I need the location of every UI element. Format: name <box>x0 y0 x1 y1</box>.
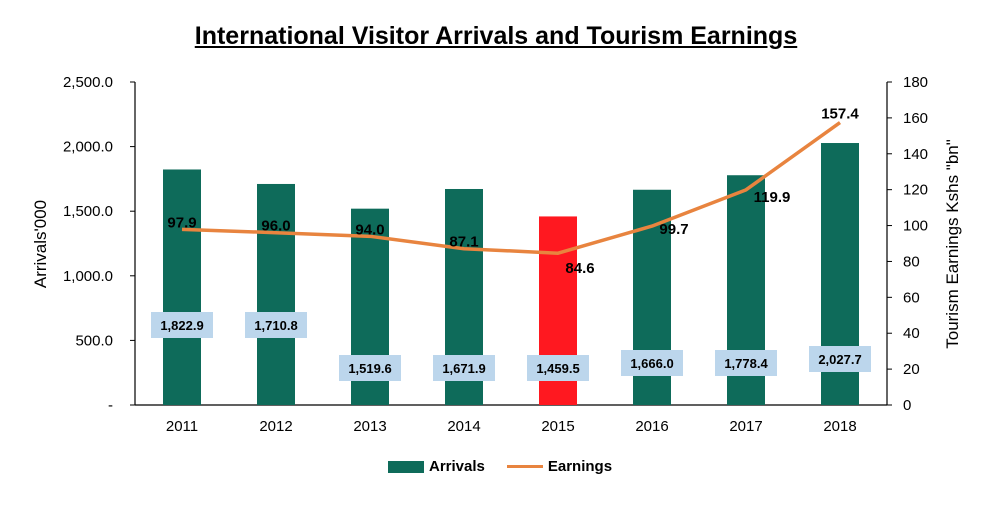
line-value-label: 84.6 <box>565 260 594 277</box>
line-value-label: 96.0 <box>261 218 290 235</box>
y-tick-label-left: 2,000.0 <box>63 139 113 156</box>
legend-swatch-arrivals <box>388 460 424 473</box>
y-tick-label-right: 0 <box>903 397 911 414</box>
line-value-label: 119.9 <box>754 189 791 206</box>
bar-2012 <box>257 183 295 405</box>
y-tick-label-right: 140 <box>903 146 928 163</box>
bar-value-label-box <box>621 350 683 376</box>
legend-label-earnings: Earnings <box>547 458 613 475</box>
x-tick-label: 2015 <box>541 418 574 435</box>
y-tick-label-right: 60 <box>903 289 920 306</box>
bar-value-label: 1,459.5 <box>536 361 579 376</box>
y-tick-label-right: 40 <box>903 325 920 342</box>
chart-title: International Visitor Arrivals and Touri… <box>194 22 798 50</box>
x-tick-label: 2011 <box>166 418 198 435</box>
y-tick-label-left: 1,500.0 <box>63 203 113 220</box>
bar-value-label-box <box>151 312 213 338</box>
y-axis-title-left: Arrivals'000 <box>31 200 50 288</box>
x-tick-label: 2013 <box>353 418 386 435</box>
legend: Arrivals Earnings <box>388 458 634 475</box>
x-tick-label: 2017 <box>729 418 762 435</box>
y-axis-title-right: Tourism Earnings Kshs "bn" <box>943 139 962 349</box>
legend-item-earnings[interactable]: Earnings <box>506 458 613 475</box>
bar-value-label: 1,671.9 <box>442 361 485 376</box>
bar-value-label-box <box>527 355 589 381</box>
legend-item-arrivals[interactable]: Arrivals <box>388 458 485 475</box>
earnings-line <box>181 121 842 255</box>
y-tick-label-left: - <box>108 397 113 414</box>
bar-value-label-box <box>339 355 401 381</box>
legend-label-arrivals: Arrivals <box>429 458 485 475</box>
bar-value-label: 1,822.9 <box>160 318 203 333</box>
line-value-label: 87.1 <box>449 234 478 251</box>
y-tick-label-left: 2,500.0 <box>63 74 113 91</box>
bar-value-label: 1,666.0 <box>630 356 673 371</box>
bar-value-label-box <box>809 346 871 372</box>
y-tick-label-right: 160 <box>903 110 928 127</box>
line-value-label: 157.4 <box>821 106 859 123</box>
x-tick-label: 2016 <box>635 418 668 435</box>
bar-value-label: 1,710.8 <box>254 318 297 333</box>
y-tick-label-right: 20 <box>903 361 920 378</box>
bar-value-label: 1,519.6 <box>348 361 391 376</box>
x-tick-label: 2014 <box>447 418 480 435</box>
bar-2011 <box>163 169 201 405</box>
y-tick-label-right: 120 <box>903 182 928 199</box>
bar-value-label: 2,027.7 <box>818 352 861 367</box>
line-value-label: 97.9 <box>167 214 196 231</box>
y-tick-label-right: 100 <box>903 218 928 235</box>
bar-value-label-box <box>245 312 307 338</box>
x-tick-label: 2018 <box>823 418 856 435</box>
x-tick-label: 2012 <box>259 418 292 435</box>
bar-value-label-box <box>433 355 495 381</box>
y-tick-label-right: 180 <box>903 74 928 91</box>
y-tick-label-left: 500.0 <box>75 332 113 349</box>
line-value-label: 99.7 <box>659 221 688 238</box>
bar-value-label: 1,778.4 <box>724 356 768 371</box>
legend-swatch-earnings <box>506 465 543 468</box>
y-tick-label-right: 80 <box>903 253 920 270</box>
line-value-label: 94.0 <box>355 221 384 238</box>
bar-value-label-box <box>715 350 777 376</box>
y-tick-label-left: 1,000.0 <box>63 268 113 285</box>
